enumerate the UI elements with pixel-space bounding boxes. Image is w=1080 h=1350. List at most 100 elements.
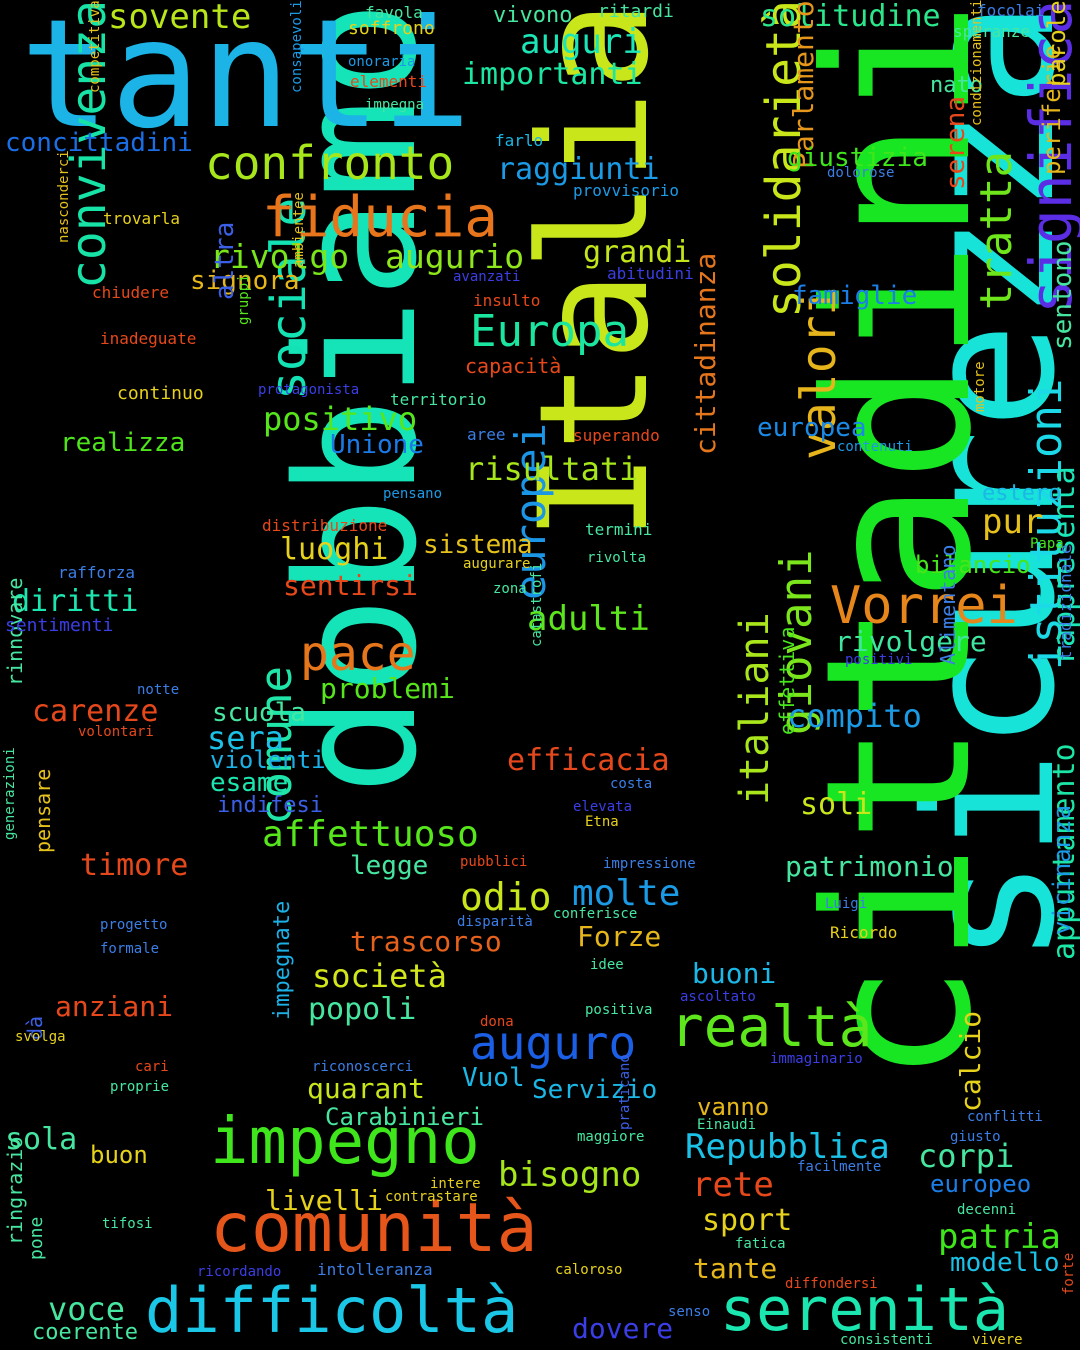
word: raggiunti: [497, 152, 660, 187]
word: altra: [210, 221, 240, 300]
word: corpi: [918, 1137, 1015, 1175]
word: ringrazio: [3, 1136, 27, 1245]
word: diritti: [12, 584, 139, 619]
word: Europa: [470, 306, 629, 357]
word: europeo: [930, 1170, 1032, 1198]
word: positiva: [585, 1002, 653, 1018]
word: Luigi: [825, 896, 868, 912]
word: problemi: [320, 672, 455, 705]
word: inadeguate: [100, 329, 197, 348]
word: facilmente: [797, 1159, 882, 1175]
word: importanti: [462, 57, 643, 92]
word: livelli: [265, 1184, 384, 1217]
word: contenuti: [837, 439, 913, 455]
word: trascorso: [350, 925, 502, 958]
word: aree: [467, 425, 506, 444]
word: speranze: [953, 22, 1031, 41]
word: soli: [800, 787, 873, 822]
word: pone: [26, 1216, 47, 1260]
word: adulti: [527, 599, 650, 639]
word: tante: [693, 1252, 778, 1285]
word: consistenti: [840, 1332, 933, 1348]
word: trovarla: [103, 209, 181, 228]
word: rivolta: [587, 550, 647, 566]
word: vivere: [972, 1332, 1023, 1348]
word: protagonista: [258, 382, 360, 398]
word: dona: [480, 1014, 514, 1030]
word: cittadinanza: [689, 252, 722, 455]
word: zona: [493, 581, 527, 597]
word: efficacia: [507, 743, 670, 778]
word: parole: [1043, 0, 1071, 87]
word: territorio: [390, 390, 487, 409]
word: positivi: [845, 652, 913, 668]
word: generazioni: [2, 747, 18, 840]
word: insulto: [473, 291, 541, 310]
word: carenze: [32, 694, 159, 729]
word: grandi: [583, 235, 692, 270]
word: Unione: [330, 430, 424, 460]
word: favola: [365, 3, 423, 22]
word: maggiore: [577, 1129, 645, 1145]
word: fatica: [735, 1236, 786, 1252]
word: senso: [668, 1304, 711, 1320]
word: indifesi: [217, 793, 323, 818]
word: estero: [982, 481, 1062, 506]
word: giusto: [950, 1129, 1001, 1145]
word: quarant: [307, 1072, 426, 1105]
word: giustizia: [787, 143, 928, 173]
word: serenità: [720, 1275, 1009, 1345]
word: Papa: [1030, 536, 1064, 552]
word: auguro: [470, 1016, 637, 1070]
word: coerente: [32, 1320, 138, 1345]
word: sentirsi: [283, 569, 418, 602]
word: augurare: [463, 556, 531, 572]
word: svolga: [15, 1029, 66, 1045]
word: molte: [572, 873, 681, 914]
word: esame: [210, 768, 289, 798]
word: affettuoso: [262, 814, 479, 855]
word: famiglie: [792, 281, 918, 311]
word: conflitti: [967, 1109, 1043, 1125]
word: dovere: [572, 1312, 674, 1345]
word: motore: [972, 361, 988, 412]
word: auguri: [520, 22, 643, 62]
word: solitudine: [760, 0, 941, 34]
word: positivo: [263, 400, 418, 438]
word: immaginario: [770, 1051, 863, 1067]
word: patria: [938, 1217, 1061, 1257]
word: calcio: [954, 1010, 987, 1112]
word: pensano: [383, 486, 443, 502]
word: contrastare: [385, 1189, 478, 1205]
word: cari: [135, 1059, 169, 1075]
word: impressione: [603, 856, 696, 872]
word: bisogno: [498, 1155, 642, 1195]
word: patrimonio: [785, 850, 954, 883]
word: farlo: [495, 131, 544, 150]
word: consapevoli: [289, 0, 305, 93]
word: società: [312, 957, 447, 995]
word: disparità: [457, 914, 533, 930]
word: soffrono: [348, 18, 435, 39]
word: vanno: [697, 1093, 770, 1121]
word: Einaudi: [697, 1117, 757, 1133]
word: costa: [610, 776, 653, 792]
word: distribuzione: [262, 516, 388, 535]
word: Carabinieri: [325, 1103, 484, 1131]
word: sera: [207, 719, 285, 757]
word: Repubblica: [685, 1127, 890, 1167]
word: competitiva: [87, 0, 103, 93]
word: superando: [573, 426, 660, 445]
word: intolleranza: [317, 1260, 433, 1279]
word: popoli: [308, 992, 417, 1027]
word: abitudini: [607, 264, 694, 283]
word: diffondersi: [785, 1276, 878, 1292]
word: Servizio: [532, 1075, 658, 1105]
word: idee: [590, 957, 624, 973]
word: nasconderci: [56, 150, 72, 243]
word: Vuol: [462, 1063, 525, 1093]
word: avanzati: [453, 269, 521, 285]
word: notte: [137, 682, 180, 698]
word: gruppi: [236, 274, 252, 325]
word: sentimenti: [5, 615, 114, 636]
